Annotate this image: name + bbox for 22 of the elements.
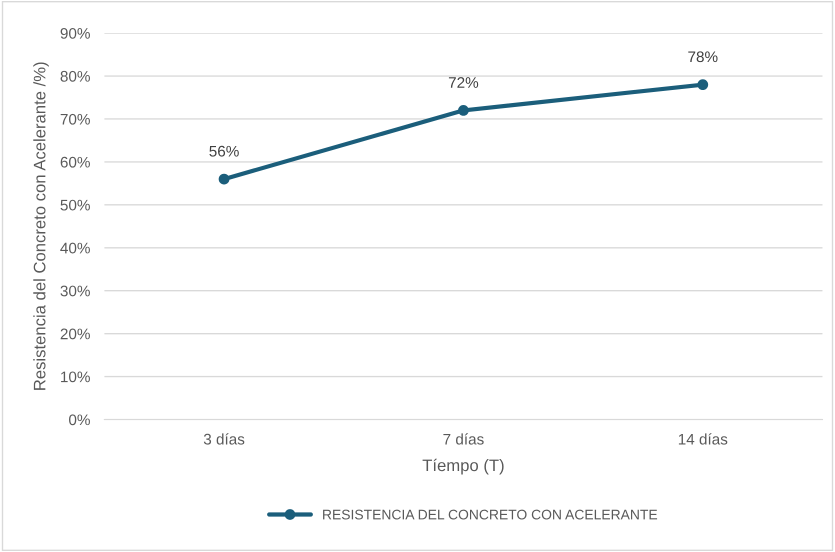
x-tick-label: 3 días <box>204 433 244 445</box>
y-tick-label: 80% <box>60 70 90 82</box>
text: 72% <box>448 77 478 88</box>
y-axis-title: Resistencia del Concreto con Acelerante /%) <box>33 62 49 390</box>
y-tick-label: 0% <box>69 414 90 426</box>
y-tick-label: 40% <box>60 242 90 254</box>
y-tick-label: 90% <box>60 28 90 39</box>
x-axis-title: Tíempo (T) <box>422 458 504 474</box>
x-tick-label: 7 días <box>443 433 484 445</box>
point <box>458 105 469 116</box>
point <box>697 79 708 90</box>
text: 56% <box>209 146 239 157</box>
y-tick-label: 10% <box>61 371 90 382</box>
x-tick-label: 14 días <box>678 433 728 445</box>
text: 78% <box>688 51 718 62</box>
legend-label: RESISTENCIA DEL CONCRETO CON ACELERANTE <box>323 510 658 520</box>
point <box>218 174 230 184</box>
y-tick-label: 20% <box>60 328 90 340</box>
y-tick-label: 50% <box>60 200 90 211</box>
y-tick-label: 30% <box>60 286 90 296</box>
y-tick-label: 60% <box>60 156 90 168</box>
y-tick-label: 70% <box>60 114 90 125</box>
